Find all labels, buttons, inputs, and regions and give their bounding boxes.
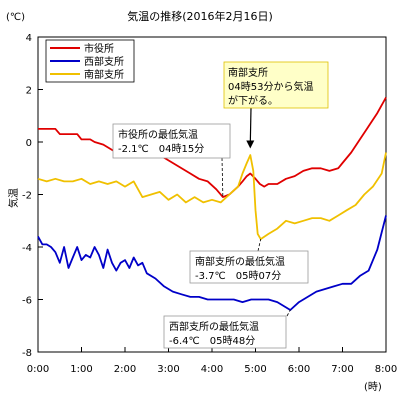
- x-tick-label: 6:00: [288, 364, 310, 375]
- y-tick-label: -8: [22, 348, 32, 359]
- y-axis: 4 2 0 -2 -4 -6 -8: [22, 33, 43, 359]
- x-axis: 0:00 1:00 2:00 3:00 4:00 5:00 6:00 7:00 8:00: [27, 347, 397, 375]
- x-tick-label: 0:00: [27, 364, 49, 375]
- legend: 市役所 西部支所 南部支所: [45, 39, 135, 83]
- series-line-2: [37, 152, 387, 241]
- series-line-1: [37, 215, 387, 311]
- annotation-text: 南部支所の最低気温: [195, 255, 285, 268]
- annotation-arrow: [249, 107, 252, 145]
- annotation-text: が下がる。: [228, 94, 278, 107]
- annotation-text: -6.4℃ 05時48分: [169, 335, 255, 347]
- annotation-text: 市役所の最低気温: [118, 128, 198, 141]
- x-tick-label: 3:00: [157, 364, 179, 375]
- annotation-leader: [286, 309, 291, 317]
- x-tick-label: 2:00: [114, 364, 136, 375]
- annotation-text: 04時53分から気温: [228, 80, 313, 93]
- y-axis-label: 気温: [7, 188, 20, 208]
- x-tick-label: 5:00: [244, 364, 266, 375]
- legend-label-0: 市役所: [84, 42, 114, 55]
- y-unit-label: (℃): [6, 12, 25, 23]
- annotation-arrowhead: [246, 140, 255, 149]
- legend-label-1: 西部支所: [84, 55, 124, 68]
- annotation-box: [112, 123, 231, 159]
- annotation-box: [189, 250, 309, 284]
- annotation-leader: [221, 157, 224, 198]
- x-tick-label: 1:00: [70, 364, 92, 375]
- legend-label-2: 南部支所: [84, 68, 124, 81]
- x-tick-label: 8:00: [375, 364, 397, 375]
- annotation-text: -2.1℃ 04時15分: [118, 143, 204, 155]
- annotation-text: -3.7℃ 05時07分: [195, 270, 281, 282]
- annotation-box: [163, 315, 287, 349]
- annotation-text: 南部支所: [228, 66, 268, 79]
- y-tick-label: 2: [26, 86, 32, 97]
- y-tick-label: -4: [22, 243, 32, 254]
- y-tick-label: 4: [26, 33, 32, 44]
- y-tick-label: -6: [22, 296, 32, 307]
- annotation-text: 西部支所の最低気温: [169, 320, 259, 333]
- annotation-leader: [257, 239, 262, 252]
- annotation-box: [223, 61, 329, 109]
- series-layer: [37, 96, 387, 311]
- annotation-layer: 市役所の最低気温 -2.1℃ 04時15分 南部支所04時53分から気温が下がる。南…: [112, 61, 329, 349]
- chart-title: 気温の推移(2016年2月16日): [127, 9, 273, 23]
- x-unit-label: (時): [364, 381, 382, 393]
- y-tick-label: 0: [26, 138, 32, 149]
- plot-area: [37, 36, 387, 353]
- y-tick-label: -2: [22, 191, 32, 202]
- x-tick-label: 7:00: [331, 364, 353, 375]
- x-tick-label: 4:00: [201, 364, 223, 375]
